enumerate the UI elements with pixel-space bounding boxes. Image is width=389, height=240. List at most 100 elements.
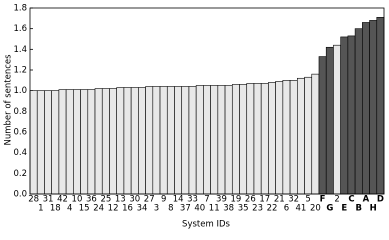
x-tick-label: E xyxy=(341,204,347,214)
bar xyxy=(347,35,356,195)
x-tick-label: 14 xyxy=(173,195,184,205)
x-tick-label: 6 xyxy=(284,204,289,214)
x-tick-label: 35 xyxy=(238,204,249,214)
bar xyxy=(362,22,370,195)
x-tick-label: 8 xyxy=(168,204,173,214)
x-tick-label: 21 xyxy=(274,195,285,205)
bar xyxy=(65,89,74,195)
bar xyxy=(159,86,168,195)
x-tick-label: 41 xyxy=(296,204,307,214)
bar xyxy=(333,44,341,195)
bar xyxy=(94,88,103,195)
x-tick-label: 18 xyxy=(50,204,61,214)
x-tick-label: 2 xyxy=(334,195,339,205)
bar xyxy=(87,89,96,195)
bar xyxy=(36,90,45,195)
bar xyxy=(174,86,183,195)
x-tick-label: 36 xyxy=(86,195,97,205)
bar xyxy=(145,86,154,195)
bar xyxy=(181,86,190,195)
x-tick-label: 27 xyxy=(144,195,155,205)
x-tick-label: 19 xyxy=(230,195,241,205)
bar xyxy=(58,89,67,195)
x-tick-label: 42 xyxy=(57,195,68,205)
bar xyxy=(123,87,132,195)
bar xyxy=(224,85,233,195)
bar xyxy=(195,85,204,195)
bar xyxy=(44,90,52,195)
bar xyxy=(376,16,385,195)
bar xyxy=(109,88,117,195)
y-tick-label: 1.8 xyxy=(13,4,27,14)
bar xyxy=(73,89,81,195)
x-tick-label: A xyxy=(363,195,370,205)
x-tick-label: 17 xyxy=(259,195,270,205)
bar xyxy=(203,85,211,195)
bar xyxy=(297,77,305,195)
bar xyxy=(239,84,248,195)
x-tick-label: 5 xyxy=(305,195,310,205)
y-axis-label: Number of sentences xyxy=(4,54,14,146)
x-tick-label: 28 xyxy=(28,195,39,205)
x-tick-label: 31 xyxy=(43,195,54,205)
x-axis-label: System IDs xyxy=(182,220,230,230)
bar xyxy=(340,36,349,195)
y-tick-label: 0.6 xyxy=(13,128,27,138)
bar xyxy=(282,80,291,195)
x-tick-label: D xyxy=(377,195,384,205)
bar xyxy=(130,87,139,195)
x-tick-label: 10 xyxy=(72,195,83,205)
bar xyxy=(116,87,125,195)
x-tick-label: 37 xyxy=(180,204,191,214)
x-tick-label: 22 xyxy=(267,204,278,214)
x-tick-label: 1 xyxy=(38,204,43,214)
x-tick-label: F xyxy=(320,195,326,205)
x-tick-label: 32 xyxy=(288,195,299,205)
bar xyxy=(188,86,197,195)
x-tick-label: 33 xyxy=(187,195,198,205)
bar xyxy=(152,86,161,195)
bar xyxy=(231,84,240,195)
bar xyxy=(253,83,262,195)
x-tick-label: 20 xyxy=(310,204,321,214)
x-tick-label: 11 xyxy=(209,204,220,214)
y-tick-label: 1.4 xyxy=(13,45,27,55)
x-tick-label: 23 xyxy=(252,204,263,214)
bar xyxy=(325,46,334,195)
x-tick-label: 4 xyxy=(67,204,72,214)
x-tick-label: 40 xyxy=(194,204,205,214)
bar xyxy=(369,20,378,195)
x-tick-label: 3 xyxy=(154,204,159,214)
y-tick-label: 1.2 xyxy=(13,66,27,76)
x-tick-label: C xyxy=(348,195,354,205)
bar xyxy=(260,83,269,195)
bar xyxy=(166,86,175,195)
y-tick-label: 0.8 xyxy=(13,107,27,117)
bar xyxy=(354,28,363,195)
x-tick-label: B xyxy=(355,204,361,214)
bar xyxy=(246,83,255,195)
y-tick-label: 0.4 xyxy=(13,148,27,158)
y-tick-label: 1.0 xyxy=(13,86,27,96)
bar xyxy=(268,82,276,195)
x-tick-label: G xyxy=(326,204,333,214)
y-tick-label: 0.2 xyxy=(13,169,27,179)
x-tick-label: 7 xyxy=(204,195,209,205)
x-tick-label: 34 xyxy=(137,204,148,214)
bar xyxy=(101,88,110,195)
bar xyxy=(275,81,284,195)
bar xyxy=(217,85,226,195)
bar xyxy=(29,90,38,195)
bar xyxy=(311,73,320,195)
bar xyxy=(318,56,327,195)
bar xyxy=(80,89,89,195)
x-tick-label: 25 xyxy=(100,195,111,205)
x-tick-label: H xyxy=(370,204,377,214)
bar xyxy=(51,90,60,195)
x-tick-label: 39 xyxy=(216,195,227,205)
x-tick-label: 15 xyxy=(79,204,90,214)
bar xyxy=(289,80,298,195)
bar xyxy=(138,87,146,195)
x-tick-label: 16 xyxy=(122,204,133,214)
